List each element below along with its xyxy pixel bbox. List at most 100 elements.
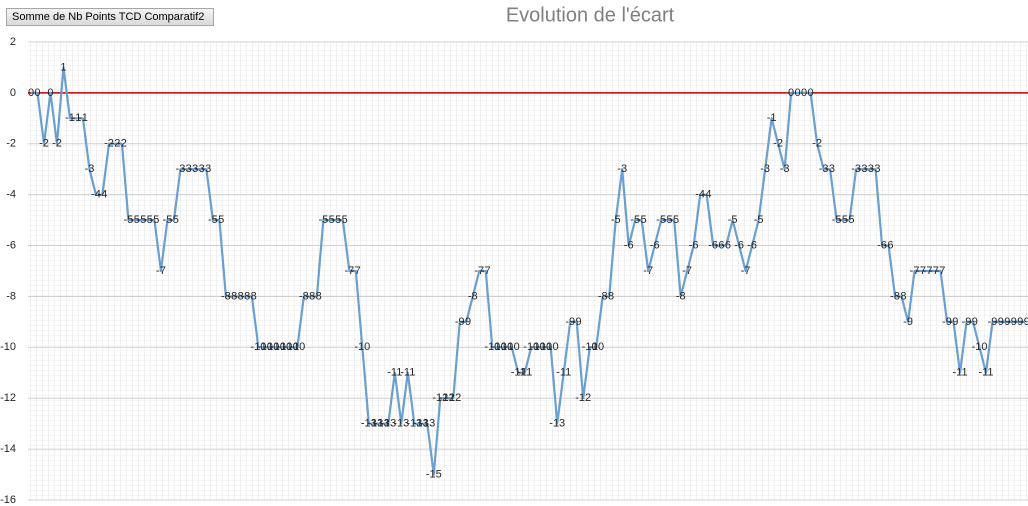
data-label: -5: [669, 214, 679, 226]
data-label: -3: [195, 163, 205, 175]
data-label: -10: [504, 341, 520, 353]
data-label: -10: [289, 341, 305, 353]
data-label: -5: [754, 214, 764, 226]
data-label: 0: [801, 87, 807, 99]
data-label: -2: [773, 138, 783, 150]
data-label: -5: [630, 214, 640, 226]
data-label: -5: [169, 214, 179, 226]
data-label: -5: [656, 214, 666, 226]
data-label: -5: [318, 214, 328, 226]
data-label: -6: [624, 239, 634, 251]
data-label: -9: [1014, 316, 1024, 328]
data-label: 0: [795, 87, 801, 99]
data-label: -6: [877, 239, 887, 251]
data-label: -8: [604, 290, 614, 302]
data-label: -3: [617, 163, 627, 175]
data-label: -11: [517, 367, 532, 379]
data-label: -13: [406, 418, 422, 430]
data-label: -13: [413, 418, 429, 430]
data-label: -7: [156, 265, 166, 277]
data-label: -4: [695, 189, 705, 201]
data-label: -9: [962, 316, 972, 328]
data-label: -7: [916, 265, 926, 277]
data-label: -3: [871, 163, 881, 175]
data-label: -8: [890, 290, 900, 302]
data-label: -13: [374, 418, 390, 430]
data-label: -7: [929, 265, 939, 277]
data-label: -15: [426, 468, 442, 480]
data-label: -4: [702, 189, 712, 201]
data-label: -9: [968, 316, 978, 328]
data-label: -6: [708, 239, 718, 251]
data-label: -9: [903, 316, 913, 328]
data-label: -7: [910, 265, 920, 277]
y-tick-label: -6: [6, 239, 16, 251]
data-label: -5: [208, 214, 218, 226]
data-label: -8: [247, 290, 257, 302]
y-tick-label: -16: [0, 494, 16, 506]
data-label: -6: [734, 239, 744, 251]
data-label: -13: [380, 418, 396, 430]
data-label: -2: [104, 138, 114, 150]
data-label: -7: [936, 265, 946, 277]
data-label: -12: [432, 392, 448, 404]
data-label: -3: [819, 163, 829, 175]
data-label: -9: [455, 316, 465, 328]
data-label: -11: [387, 367, 402, 379]
y-tick-label: -8: [6, 290, 16, 302]
data-label: -11: [952, 367, 967, 379]
data-label: -5: [663, 214, 673, 226]
data-label: -10: [543, 341, 559, 353]
data-label: -6: [747, 239, 757, 251]
data-label: -3: [85, 163, 95, 175]
data-label: -3: [760, 163, 770, 175]
data-label: -9: [461, 316, 471, 328]
data-label: -5: [832, 214, 842, 226]
data-label: -9: [994, 316, 1004, 328]
data-label: 0: [808, 87, 814, 99]
data-label: -2: [52, 138, 62, 150]
data-label: -5: [338, 214, 348, 226]
data-label: -7: [344, 265, 354, 277]
data-label: -7: [923, 265, 933, 277]
data-label: -12: [439, 392, 455, 404]
data-label: -5: [130, 214, 140, 226]
data-label: -11: [556, 367, 571, 379]
data-label: -3: [851, 163, 861, 175]
data-label: -9: [1001, 316, 1011, 328]
data-label: -8: [299, 290, 309, 302]
data-label: -4: [91, 189, 101, 201]
data-label: -5: [611, 214, 621, 226]
data-label: -10: [497, 341, 513, 353]
data-label: -5: [331, 214, 341, 226]
data-label: -7: [474, 265, 484, 277]
data-label: -5: [838, 214, 848, 226]
data-label: -3: [858, 163, 868, 175]
data-label: -8: [221, 290, 231, 302]
data-label: 1: [60, 61, 66, 73]
y-tick-label: -2: [6, 138, 16, 150]
data-label: -10: [270, 341, 286, 353]
y-tick-label: -14: [0, 443, 16, 455]
data-label: -3: [182, 163, 192, 175]
data-label: -5: [163, 214, 173, 226]
data-label: -13: [361, 418, 377, 430]
data-line: [31, 66, 1025, 476]
data-label: -10: [588, 341, 604, 353]
data-label: -12: [575, 392, 591, 404]
plot-area: [28, 42, 1028, 500]
field-button[interactable]: Somme de Nb Points TCD Comparatif2: [6, 8, 214, 26]
data-label: -5: [124, 214, 134, 226]
data-label: -6: [650, 239, 660, 251]
data-label: -9: [949, 316, 959, 328]
data-label: -10: [972, 341, 988, 353]
data-label: -8: [598, 290, 608, 302]
data-label: 0: [34, 87, 40, 99]
data-label: 0: [47, 87, 53, 99]
data-label: -2: [117, 138, 127, 150]
data-label: -7: [351, 265, 361, 277]
data-label: -5: [325, 214, 335, 226]
data-label: -8: [676, 290, 686, 302]
data-label: -2: [111, 138, 121, 150]
data-label: -5: [845, 214, 855, 226]
